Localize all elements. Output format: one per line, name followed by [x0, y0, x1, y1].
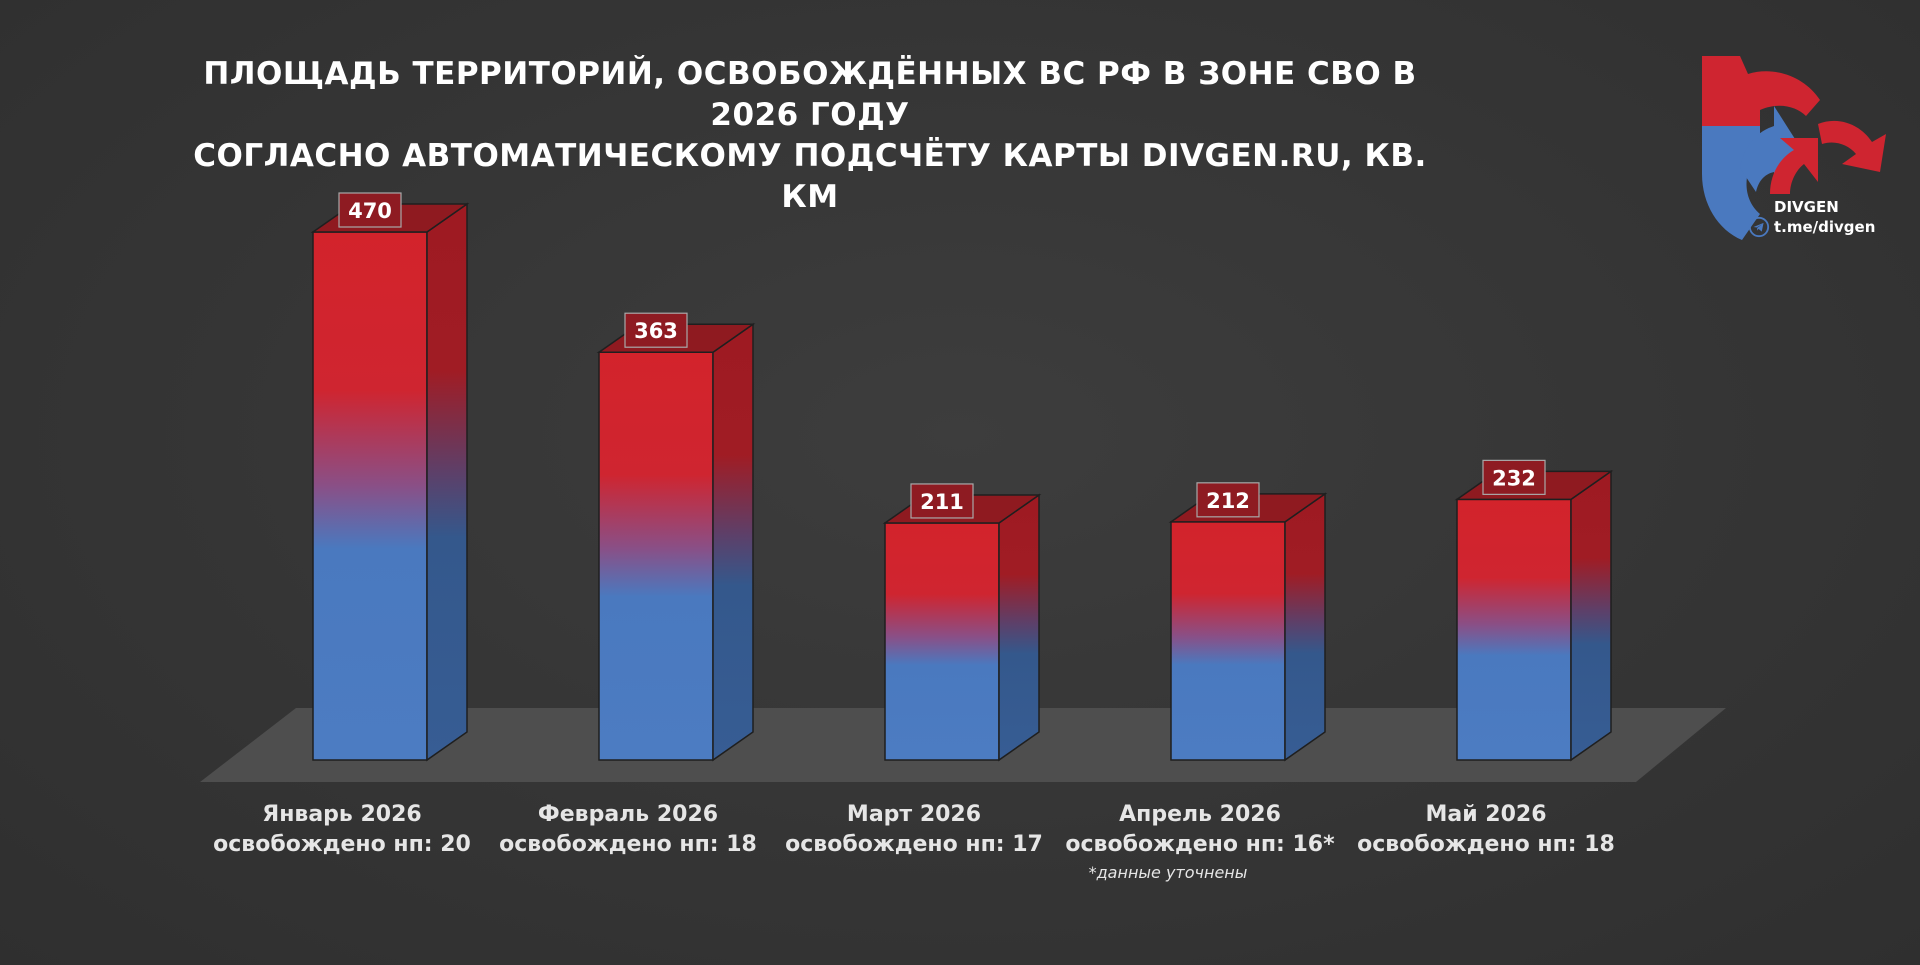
bar-1: [310, 202, 470, 762]
bar-2: [596, 322, 756, 762]
data-label-box: [338, 192, 402, 228]
data-label-box: [1482, 459, 1546, 495]
data-label-box: [1196, 482, 1260, 518]
footnote: *данные уточнены: [1089, 863, 1248, 882]
divgen-logo-icon: [1702, 56, 1886, 240]
bar-side: [426, 202, 468, 762]
telegram-icon: [1748, 216, 1770, 238]
data-label-box: [910, 483, 974, 519]
chart-title: ПЛОЩАДЬ ТЕРРИТОРИЙ, ОСВОБОЖДЁННЫХ ВС РФ …: [193, 56, 1427, 215]
category-sublabel: освобождено нп: 18: [499, 832, 757, 857]
data-label: 232: [1492, 466, 1536, 490]
category-label: Март 2026: [847, 802, 981, 827]
bar-front: [1456, 498, 1572, 761]
data-label: 470: [348, 199, 392, 223]
data-label: 211: [920, 490, 964, 514]
bar-front: [598, 351, 714, 761]
logo-link-row: t.me/divgen: [1748, 216, 1875, 238]
bar-3: [882, 493, 1042, 762]
data-label: 212: [1206, 489, 1250, 513]
data-label-box: [624, 312, 688, 348]
category-sublabel: освобождено нп: 18: [1357, 832, 1615, 857]
category-sublabel: освобождено нп: 20: [213, 832, 471, 857]
category-sublabel: освобождено нп: 16*: [1065, 832, 1335, 857]
bar-side: [1570, 469, 1612, 762]
bar-side: [1284, 492, 1326, 762]
bar-4: [1168, 492, 1328, 762]
bar-side: [712, 322, 754, 762]
category-label: Январь 2026: [262, 802, 421, 827]
data-label: 363: [634, 319, 678, 343]
bar-front: [1170, 521, 1286, 761]
bar-5: [1454, 469, 1614, 762]
bar-front: [884, 522, 1000, 761]
category-label: Май 2026: [1425, 802, 1546, 827]
category-label: Апрель 2026: [1119, 802, 1281, 827]
bar-front: [312, 231, 428, 761]
category-sublabel: освобождено нп: 17: [785, 832, 1043, 857]
logo-link[interactable]: t.me/divgen: [1774, 218, 1876, 236]
bar-side: [998, 493, 1040, 762]
logo-name: DIVGEN: [1774, 198, 1839, 216]
category-label: Февраль 2026: [538, 802, 718, 827]
